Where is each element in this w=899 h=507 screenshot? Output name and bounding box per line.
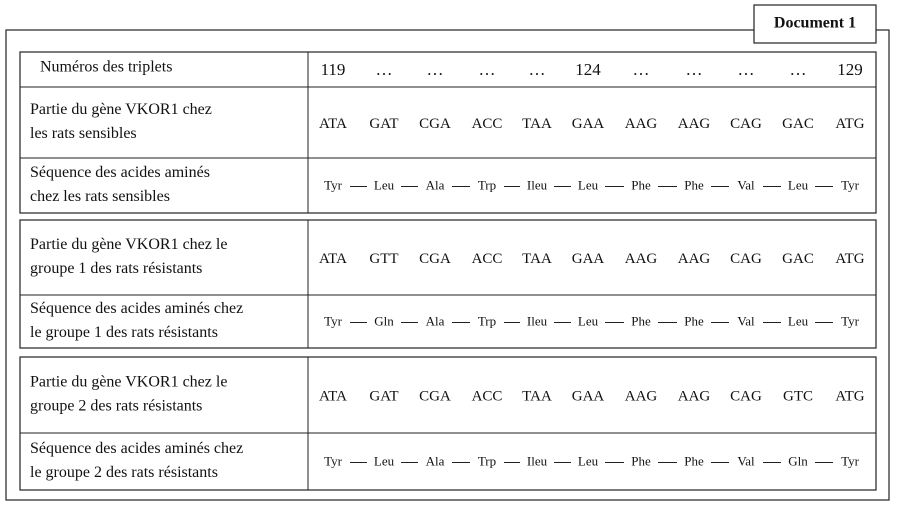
table-block <box>19 51 877 214</box>
row-label: Séquence des acides aminés <box>30 164 210 181</box>
badge-box <box>753 4 877 44</box>
cell: AAG <box>678 251 711 267</box>
cell: TAA <box>522 388 552 404</box>
cell: GAC <box>782 251 814 267</box>
cell: ACC <box>472 388 503 404</box>
cell: … <box>427 60 444 79</box>
cell: ATG <box>835 251 864 267</box>
cell: Phe <box>684 453 704 468</box>
cell: ATA <box>319 251 347 267</box>
cell: Val <box>737 313 755 328</box>
cell: Gln <box>374 313 394 328</box>
cell: … <box>686 60 703 79</box>
cell: CGA <box>419 116 451 132</box>
cell: Phe <box>684 313 704 328</box>
cell: TAA <box>522 116 552 132</box>
cell: Ileu <box>527 453 548 468</box>
row-label: les rats sensibles <box>30 125 137 142</box>
cell: Tyr <box>841 453 860 468</box>
cell: ACC <box>472 251 503 267</box>
cell: Leu <box>578 453 599 468</box>
cell: ACC <box>472 116 503 132</box>
cell: Phe <box>631 313 651 328</box>
cell: GAA <box>572 116 605 132</box>
cell: Leu <box>374 453 395 468</box>
cell: … <box>376 60 393 79</box>
cell: CAG <box>730 116 762 132</box>
outer-frame <box>5 29 890 501</box>
row-label: le groupe 1 des rats résistants <box>30 324 218 341</box>
cell: Phe <box>631 453 651 468</box>
cell: Trp <box>478 177 496 192</box>
badge: Document 1 <box>774 15 856 32</box>
row-label: le groupe 2 des rats résistants <box>30 464 218 481</box>
cell: GTT <box>369 251 398 267</box>
cell: Tyr <box>841 313 860 328</box>
cell: Tyr <box>324 177 343 192</box>
cell: CGA <box>419 388 451 404</box>
cell: GAA <box>572 251 605 267</box>
row-label: Partie du gène VKOR1 chez le <box>30 236 227 253</box>
cell: Leu <box>578 313 599 328</box>
cell: Tyr <box>324 453 343 468</box>
row-label: chez les rats sensibles <box>30 188 170 205</box>
cell: AAG <box>625 116 658 132</box>
cell: Trp <box>478 313 496 328</box>
cell: CAG <box>730 251 762 267</box>
cell: … <box>479 60 496 79</box>
cell: AAG <box>678 116 711 132</box>
cell: GAT <box>369 116 398 132</box>
row-label: groupe 2 des rats résistants <box>30 398 202 415</box>
cell: Phe <box>631 177 651 192</box>
cell: 119 <box>321 60 346 79</box>
cell: Val <box>737 453 755 468</box>
cell: GAC <box>782 116 814 132</box>
cell: … <box>633 60 650 79</box>
cell: AAG <box>625 388 658 404</box>
cell: Ala <box>426 177 445 192</box>
cell: Tyr <box>324 313 343 328</box>
cell: Ileu <box>527 313 548 328</box>
cell: GAT <box>369 388 398 404</box>
cell: GAA <box>572 388 605 404</box>
cell: ATG <box>835 116 864 132</box>
cell: … <box>529 60 546 79</box>
cell: ATA <box>319 388 347 404</box>
cell: 129 <box>837 60 863 79</box>
table-block <box>19 219 877 349</box>
cell: Ileu <box>527 177 548 192</box>
table: Numéros des triplets 119 … … … … 124 … … … … 129 Par… <box>19 51 877 491</box>
row-label: Partie du gène VKOR1 chez <box>30 101 212 118</box>
cell: Tyr <box>841 177 860 192</box>
cell: Gln <box>788 453 808 468</box>
cell: Leu <box>788 313 809 328</box>
cell: Leu <box>788 177 809 192</box>
cell: ATA <box>319 116 347 132</box>
row-label: groupe 1 des rats résistants <box>30 260 202 277</box>
row-label: Partie du gène VKOR1 chez le <box>30 374 227 391</box>
row-label: Séquence des acides aminés chez <box>30 440 243 457</box>
cell: Val <box>737 177 755 192</box>
cell: TAA <box>522 251 552 267</box>
cell: Leu <box>578 177 599 192</box>
cell: … <box>790 60 807 79</box>
cell: AAG <box>678 388 711 404</box>
cell: ATG <box>835 388 864 404</box>
cell: Phe <box>684 177 704 192</box>
cell: AAG <box>625 251 658 267</box>
cell: GTC <box>783 388 813 404</box>
cell: CAG <box>730 388 762 404</box>
cell: 124 <box>575 60 601 79</box>
table-block <box>19 356 877 491</box>
cell: Ala <box>426 453 445 468</box>
row-label: Numéros des triplets <box>40 59 172 76</box>
cell: Ala <box>426 313 445 328</box>
cell: Leu <box>374 177 395 192</box>
row-label: Séquence des acides aminés chez <box>30 300 243 317</box>
cell: … <box>738 60 755 79</box>
cell: CGA <box>419 251 451 267</box>
cell: Trp <box>478 453 496 468</box>
